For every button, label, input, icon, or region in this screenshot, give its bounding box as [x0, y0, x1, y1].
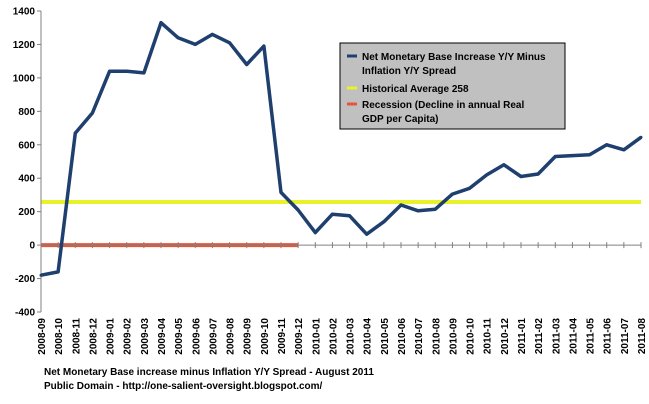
- x-tick-label: 2010-06: [397, 318, 408, 355]
- x-tick-label: 2010-09: [448, 318, 459, 355]
- legend-label-average: Historical Average 258: [362, 84, 469, 95]
- x-tick-label: 2009-06: [191, 318, 202, 355]
- data-point: [468, 186, 472, 190]
- data-point: [90, 111, 94, 115]
- x-tick-label: 2010-03: [346, 318, 357, 355]
- legend-label-series-2: Inflation Y/Y Spread: [362, 66, 456, 77]
- legend-label-series-1: Net Monetary Base Increase Y/Y Minus: [362, 52, 546, 63]
- data-point: [176, 36, 180, 40]
- data-point: [485, 173, 489, 177]
- legend-box: [339, 42, 566, 130]
- x-tick-label: 2009-03: [140, 318, 151, 355]
- x-tick-label: 2011-02: [534, 318, 545, 355]
- data-point: [228, 41, 232, 45]
- x-tick-label: 2011-08: [637, 318, 648, 355]
- data-point: [365, 232, 369, 236]
- y-tick-label: 200: [18, 207, 35, 218]
- data-point: [330, 212, 334, 216]
- x-tick-label: 2009-02: [123, 318, 134, 355]
- data-point: [313, 231, 317, 235]
- x-tick-label: 2010-02: [328, 318, 339, 355]
- y-tick-label: 600: [18, 140, 35, 151]
- data-point: [588, 153, 592, 157]
- x-tick-label: 2010-04: [363, 318, 374, 355]
- data-point: [605, 143, 609, 147]
- x-tick-label: 2009-09: [243, 318, 254, 355]
- data-point: [73, 131, 77, 135]
- x-tick-label: 2011-05: [586, 318, 597, 355]
- x-tick-label: 2010-12: [500, 318, 511, 355]
- data-point: [399, 203, 403, 207]
- x-tick-label: 2009-01: [106, 318, 117, 355]
- y-tick-label: 0: [29, 241, 35, 252]
- data-point: [553, 154, 557, 158]
- data-point: [622, 148, 626, 152]
- data-point: [159, 21, 163, 25]
- x-tick-label: 2010-08: [431, 318, 442, 355]
- data-point: [450, 192, 454, 196]
- data-point: [245, 63, 249, 67]
- legend: Net Monetary Base Increase Y/Y Minus Inf…: [339, 42, 566, 130]
- caption-source: Public Domain - http://one-salient-overs…: [44, 381, 323, 392]
- x-tick-label: 2009-07: [208, 318, 219, 355]
- data-point: [639, 135, 643, 139]
- x-tick-label: 2009-10: [260, 318, 271, 355]
- data-point: [382, 220, 386, 224]
- y-tick-label: 1200: [13, 40, 36, 51]
- x-tick-label: 2009-08: [226, 318, 237, 355]
- data-point: [142, 71, 146, 75]
- data-point: [502, 163, 506, 167]
- data-point: [108, 69, 112, 73]
- x-tick-label: 2011-06: [603, 318, 614, 355]
- data-point: [210, 32, 214, 36]
- x-tick-label: 2011-04: [568, 318, 579, 355]
- data-point: [416, 209, 420, 213]
- x-tick-label: 2008-12: [88, 318, 99, 355]
- x-tick-label: 2008-09: [37, 318, 48, 355]
- y-tick-label: 1000: [13, 73, 36, 84]
- legend-label-recession-1: Recession (Decline in annual Real: [362, 100, 524, 111]
- data-point: [56, 270, 60, 274]
- x-tick-label: 2008-10: [54, 318, 65, 355]
- x-tick-label: 2011-07: [620, 318, 631, 355]
- x-tick-label: 2009-12: [294, 318, 305, 355]
- x-tick-label: 2011-03: [551, 318, 562, 355]
- data-point: [193, 42, 197, 46]
- x-tick-label: 2008-11: [71, 318, 82, 355]
- caption-title: Net Monetary Base increase minus Inflati…: [44, 367, 374, 378]
- x-tick-label: 2009-04: [157, 318, 168, 355]
- data-point: [279, 190, 283, 194]
- data-point: [433, 207, 437, 211]
- data-point: [570, 154, 574, 158]
- data-point: [296, 208, 300, 212]
- data-point: [262, 44, 266, 48]
- x-tick-label: 2010-10: [466, 318, 477, 355]
- legend-label-recession-2: GDP per Capita): [362, 114, 439, 125]
- x-tick-label: 2009-11: [277, 318, 288, 355]
- series-line: [40, 20, 643, 277]
- y-tick-label: 800: [18, 107, 35, 118]
- x-tick-label: 2009-05: [174, 318, 185, 355]
- data-point: [348, 214, 352, 218]
- x-tick-label: 2010-07: [414, 318, 425, 355]
- x-tick-label: 2010-11: [483, 318, 494, 355]
- data-point: [39, 273, 43, 277]
- y-tick-label: 400: [18, 174, 35, 185]
- x-tick-label: 2010-05: [380, 318, 391, 355]
- y-tick-label: -200: [15, 274, 35, 285]
- y-tick-label: 1400: [13, 7, 36, 18]
- x-tick-label: 2011-01: [517, 318, 528, 355]
- data-point: [125, 69, 129, 73]
- data-point: [519, 175, 523, 179]
- y-tick-label: -400: [15, 308, 35, 319]
- x-tick-label: 2010-01: [311, 318, 322, 355]
- data-point: [536, 172, 540, 176]
